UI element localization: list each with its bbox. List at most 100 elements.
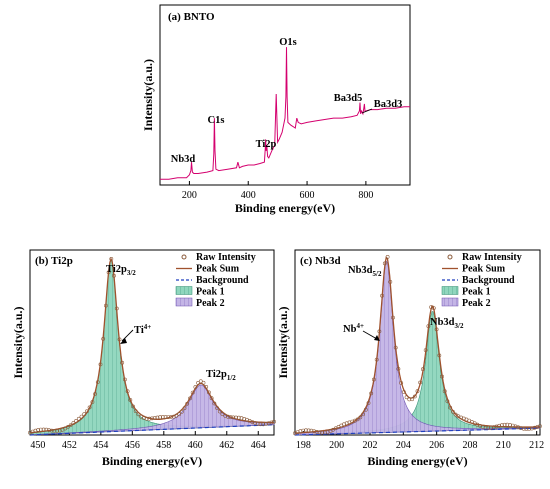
raw-intensity-point xyxy=(442,389,447,394)
raw-intensity-point xyxy=(263,421,268,426)
raw-intensity-point xyxy=(366,401,371,405)
plot-frame xyxy=(29,249,275,436)
raw-intensity-point xyxy=(508,423,513,427)
background-line xyxy=(294,427,541,436)
peak-sum-line xyxy=(29,257,274,434)
raw-intensity-point xyxy=(106,270,111,275)
legend-label: Raw Intensity xyxy=(196,252,256,263)
x-axis-label: Binding energy(eV) xyxy=(235,201,335,215)
raw-intensity-point xyxy=(41,427,46,432)
x-tick-label: 208 xyxy=(463,440,478,451)
legend-label: Peak 2 xyxy=(196,298,225,309)
raw-intensity-point xyxy=(255,421,260,426)
raw-intensity-point xyxy=(152,416,157,420)
peak-annotation: Nb4+ xyxy=(343,322,364,335)
raw-intensity-point xyxy=(112,273,116,278)
raw-intensity-point xyxy=(166,415,171,420)
raw-intensity-point xyxy=(499,423,504,428)
raw-intensity-point xyxy=(76,416,81,421)
peak-annotation: Nb3d5/2 xyxy=(348,265,382,278)
x-tick-label: 600 xyxy=(300,190,315,201)
raw-intensity-point xyxy=(361,412,366,417)
raw-intensity-point xyxy=(483,425,488,430)
raw-intensity-point xyxy=(407,397,412,402)
legend-label: Peak 2 xyxy=(462,298,491,309)
raw-intensity-point xyxy=(74,418,79,423)
raw-intensity-point xyxy=(71,421,76,425)
x-tick-label: 202 xyxy=(363,440,378,451)
raw-intensity-point xyxy=(524,427,529,431)
raw-intensity-point xyxy=(303,428,308,433)
raw-intensity-point xyxy=(155,415,160,420)
raw-intensity-point xyxy=(415,389,420,394)
x-tick-label: 400 xyxy=(241,190,256,201)
peak-annotation: O1s xyxy=(279,37,297,48)
annotation-arrow xyxy=(362,330,378,340)
raw-intensity-point xyxy=(320,430,325,435)
raw-intensity-point xyxy=(141,416,146,421)
raw-intensity-point xyxy=(57,428,62,433)
raw-intensity-point xyxy=(374,357,379,362)
panel-b-ti2p: 450 452 454 456 458 460 462 464 (b) Ti2p Binding … xyxy=(11,249,276,468)
x-tick-label: 450 xyxy=(30,440,45,451)
raw-intensity-point xyxy=(445,399,450,404)
raw-intensity-point xyxy=(231,415,236,420)
raw-intensity-point xyxy=(401,390,406,394)
x-tick-label: 452 xyxy=(62,440,77,451)
raw-intensity-point xyxy=(358,415,363,420)
raw-intensity-point xyxy=(90,400,95,404)
x-tick-label: 464 xyxy=(251,440,266,451)
y-axis-label: Intensity(a.u.) xyxy=(276,306,290,378)
x-tick-label: 460 xyxy=(188,440,203,451)
raw-intensity-point xyxy=(201,380,206,385)
raw-intensity-point xyxy=(317,430,322,435)
raw-intensity-point xyxy=(196,380,201,385)
ba-arrow xyxy=(361,108,373,114)
raw-intensity-point xyxy=(418,380,423,385)
peak-annotation: Ti2p3/2 xyxy=(106,264,136,277)
legend-raw-marker xyxy=(447,254,453,260)
raw-intensity-point xyxy=(79,414,84,419)
peak-annotation: Nb3d xyxy=(171,154,196,165)
raw-intensity-point xyxy=(133,409,138,414)
raw-intensity-point xyxy=(190,390,195,395)
raw-intensity-point xyxy=(123,377,127,382)
raw-intensity-point xyxy=(258,422,263,427)
x-tick-label: 458 xyxy=(156,440,171,451)
panel-title: (b) Ti2p xyxy=(35,255,73,267)
raw-intensity-point xyxy=(114,306,119,311)
raw-intensity-point xyxy=(393,345,398,350)
raw-intensity-point xyxy=(169,415,173,419)
plot-frame xyxy=(159,4,411,186)
raw-intensity-point xyxy=(188,396,192,401)
raw-intensity-point xyxy=(55,428,60,433)
annotation-arrow xyxy=(121,329,134,342)
raw-intensity-point xyxy=(521,426,526,431)
raw-intensity-point xyxy=(426,324,431,329)
peak-sum-line xyxy=(294,256,540,434)
peak-annotation: Ba3d5 xyxy=(334,93,363,104)
raw-intensity-point xyxy=(131,404,135,409)
legend-raw-marker xyxy=(181,254,187,260)
raw-intensity-point xyxy=(217,409,222,414)
raw-intensity-point xyxy=(314,429,319,434)
raw-intensity-point xyxy=(212,401,217,406)
x-tick-label: 206 xyxy=(429,440,444,451)
raw-intensity-point xyxy=(272,419,276,424)
raw-intensity-point xyxy=(193,385,198,389)
raw-intensity-point xyxy=(380,293,385,298)
y-axis-label: Intensity(a.u.) xyxy=(11,306,25,378)
x-tick-label: 210 xyxy=(496,440,511,451)
legend-label: Background xyxy=(462,275,515,286)
raw-intensity-point xyxy=(309,428,314,433)
raw-intensity-point xyxy=(239,416,244,421)
raw-intensity-point xyxy=(49,428,54,433)
raw-intensity-point xyxy=(532,425,537,430)
raw-intensity-point xyxy=(385,254,390,259)
raw-intensity-point xyxy=(101,336,106,341)
raw-intensity-point xyxy=(453,412,458,417)
raw-intensity-point xyxy=(104,303,108,308)
panel-title: (a) BNTO xyxy=(168,11,215,23)
raw-intensity-point xyxy=(150,416,154,421)
